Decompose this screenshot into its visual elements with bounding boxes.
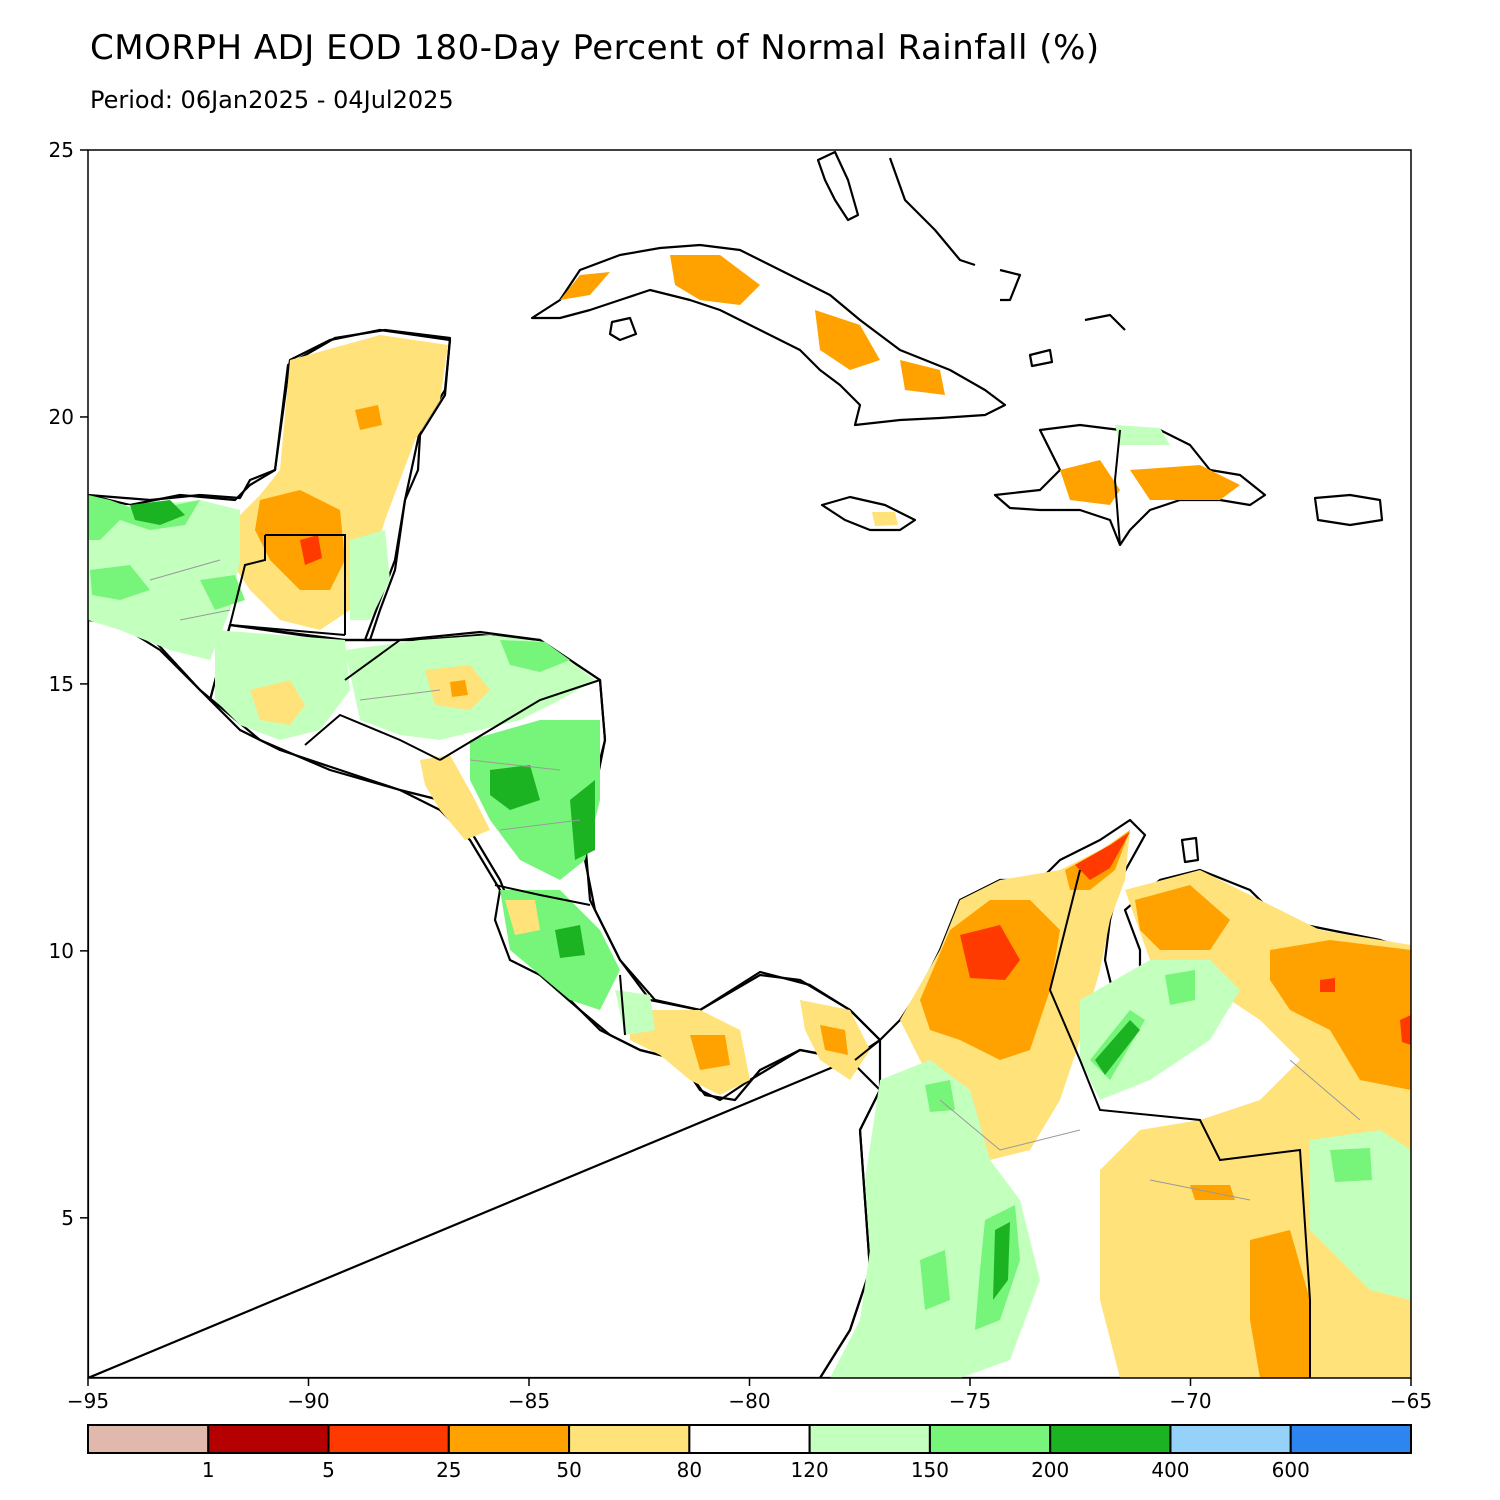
x-tick-label: −70 (1169, 1389, 1211, 1413)
y-tick-label: 25 (49, 138, 74, 162)
shade-venezuela-400 (1095, 1020, 1140, 1075)
colorbar-label: 150 (911, 1458, 949, 1482)
shade-hispaniola-50 (1060, 460, 1240, 505)
land-puerto-rico (1313, 493, 1384, 527)
colorbar: 1 5 25 50 80 120 150 200 400 600 (87, 1424, 1413, 1482)
colorbar-swatch (688, 1424, 811, 1454)
shade-venezuela-50 (1135, 885, 1411, 1378)
map-title: CMORPH ADJ EOD 180-Day Percent of Normal… (90, 28, 1100, 68)
shade-yucatan-50b (355, 405, 382, 430)
shade-honduras-50 (450, 680, 468, 697)
y-tick-label: 20 (49, 405, 74, 429)
colorbar-label: 50 (556, 1458, 581, 1482)
shade-mexico-150 (88, 500, 240, 660)
shade-belize-150 (350, 530, 390, 620)
y-axis: 25 20 15 10 5 (49, 138, 88, 1230)
colorbar-label: 80 (677, 1458, 702, 1482)
y-tick-label: 10 (49, 939, 74, 963)
shade-mexico-400 (130, 500, 185, 525)
colorbar-label: 25 (436, 1458, 461, 1482)
shade-guatemala-80 (250, 680, 305, 725)
colorbar-swatch (928, 1424, 1052, 1454)
colorbar-swatch (808, 1424, 931, 1454)
shade-costarica-400 (555, 925, 585, 958)
shade-panama-80 (630, 1000, 870, 1095)
islands-layer (530, 150, 1384, 864)
land-isla-juventud (608, 316, 638, 342)
x-axis: −95 −90 −85 −80 −75 −70 −65 (67, 1378, 1432, 1413)
colorbar-label: 200 (1031, 1458, 1069, 1482)
land-bahamas-3 (1084, 313, 1126, 331)
shade-venezuela-150 (1080, 960, 1411, 1300)
colorbar-swatch (87, 1424, 210, 1454)
y-tick-label: 5 (61, 1206, 74, 1230)
colorbar-swatch (1049, 1424, 1172, 1454)
shade-costarica-80 (505, 900, 540, 935)
shade-jamaica-80 (872, 512, 898, 526)
land-cuba (530, 243, 1007, 427)
borders-layer (149, 429, 1361, 1378)
x-tick-label: −85 (508, 1389, 550, 1413)
shade-yucatan-25 (300, 535, 322, 565)
land-bahamas-1 (888, 157, 976, 267)
shade-colombia-50 (920, 830, 1130, 1060)
shade-nicaragua-80 (420, 755, 490, 840)
land-andros (816, 150, 860, 222)
land-hispaniola (993, 423, 1267, 547)
colorbar-swatch (1289, 1424, 1413, 1454)
map-subtitle: Period: 06Jan2025 - 04Jul2025 (90, 86, 454, 114)
shade-colombia-400 (993, 1222, 1010, 1300)
x-tick-label: −80 (728, 1389, 770, 1413)
land-jamaica (820, 495, 917, 532)
colorbar-swatch (207, 1424, 330, 1454)
shade-cuba-50 (560, 255, 945, 395)
land-bahamas-2 (999, 268, 1022, 302)
colorbar-label: 120 (791, 1458, 829, 1482)
x-tick-label: −65 (1390, 1389, 1432, 1413)
colorbar-label: 1 (202, 1458, 215, 1482)
shade-honduras-200 (500, 640, 570, 672)
colorbar-label: 400 (1151, 1458, 1189, 1482)
x-tick-label: −75 (949, 1389, 991, 1413)
shade-nicaragua-400 (490, 765, 595, 860)
shade-panama-50 (690, 1025, 848, 1070)
colorbar-swatch (568, 1424, 691, 1454)
y-tick-label: 15 (49, 672, 74, 696)
colorbar-label: 600 (1272, 1458, 1310, 1482)
x-tick-label: −90 (287, 1389, 329, 1413)
land-aruba-curacao (1180, 836, 1200, 864)
shade-venezuela-25 (1320, 978, 1411, 1045)
shade-mexico-200 (88, 495, 245, 610)
colorbar-label: 5 (322, 1458, 335, 1482)
shade-venezuela-200 (1090, 970, 1372, 1182)
shade-colombia-25 (960, 832, 1130, 980)
x-tick-label: −95 (67, 1389, 109, 1413)
colorbar-swatch (1169, 1424, 1292, 1454)
land-turks-caicos (1028, 348, 1054, 368)
shade-hispaniola-150 (1115, 425, 1170, 445)
land-layer (88, 328, 1411, 1378)
colorbar-swatch (447, 1424, 571, 1454)
colorbar-swatch (327, 1424, 450, 1454)
